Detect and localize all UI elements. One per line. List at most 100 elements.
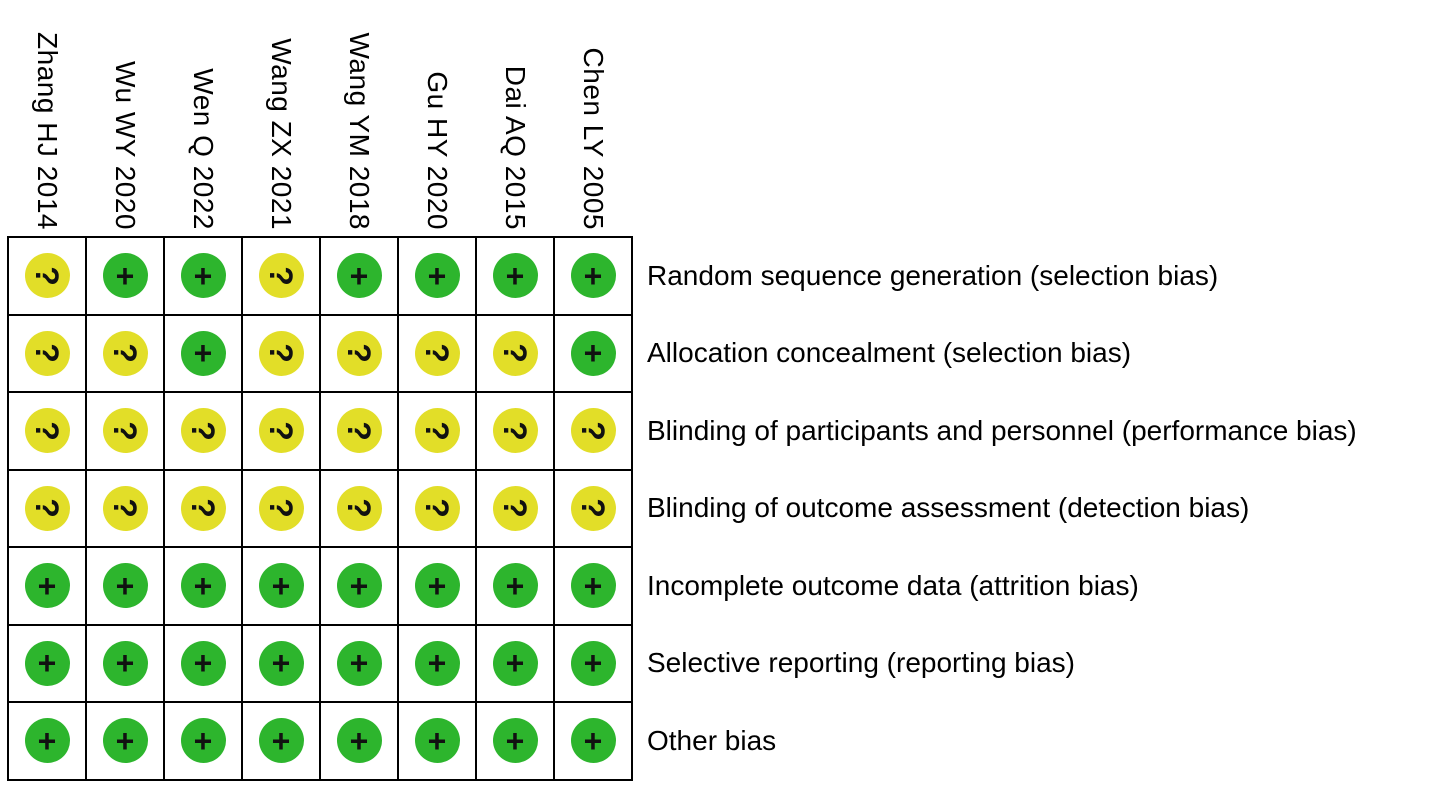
judgement-cell: ? <box>321 393 397 469</box>
judgement-symbol: + <box>349 645 369 682</box>
judgement-cell: ? <box>243 393 319 469</box>
judgement-symbol: + <box>193 567 213 604</box>
unclear-risk-icon: ? <box>336 330 382 376</box>
judgement-cell: ? <box>9 238 85 314</box>
judgement-cell: ? <box>477 393 553 469</box>
judgement-symbol: + <box>505 257 525 294</box>
unclear-risk-icon: ? <box>24 408 70 454</box>
low-risk-icon: + <box>414 253 460 299</box>
study-header: Dai AQ 2015 <box>500 65 531 230</box>
judgement-cell: ? <box>399 315 475 391</box>
judgement-cell: ? <box>9 393 85 469</box>
judgement-cell: ? <box>477 470 553 546</box>
judgement-cell: + <box>9 625 85 701</box>
judgement-symbol: ? <box>184 498 221 519</box>
judgement-cell: ? <box>399 393 475 469</box>
judgement-cell: + <box>555 315 631 391</box>
study-header: Wang ZX 2021 <box>266 38 297 230</box>
judgement-symbol: ? <box>184 420 221 441</box>
unclear-risk-icon: ? <box>180 408 226 454</box>
unclear-risk-icon: ? <box>570 485 616 531</box>
judgement-cell: + <box>243 548 319 624</box>
judgement-cell: + <box>87 625 163 701</box>
judgement-cell: + <box>555 548 631 624</box>
study-header: Chen LY 2005 <box>578 47 609 230</box>
judgement-cell: + <box>165 625 241 701</box>
unclear-risk-icon: ? <box>102 330 148 376</box>
judgement-cell: ? <box>243 315 319 391</box>
low-risk-icon: + <box>24 640 70 686</box>
judgement-cell: + <box>165 548 241 624</box>
unclear-risk-icon: ? <box>258 408 304 454</box>
low-risk-icon: + <box>102 563 148 609</box>
judgement-cell: ? <box>165 470 241 546</box>
judgement-cell: + <box>165 315 241 391</box>
unclear-risk-icon: ? <box>24 330 70 376</box>
unclear-risk-icon: ? <box>24 485 70 531</box>
judgement-cell: + <box>477 625 553 701</box>
judgement-cell: + <box>321 238 397 314</box>
bias-domain-label: Incomplete outcome data (attrition bias) <box>647 569 1139 601</box>
judgement-symbol: + <box>427 257 447 294</box>
judgement-symbol: + <box>427 645 447 682</box>
low-risk-icon: + <box>180 640 226 686</box>
low-risk-icon: + <box>102 640 148 686</box>
low-risk-icon: + <box>258 563 304 609</box>
judgement-cell: + <box>243 625 319 701</box>
unclear-risk-icon: ? <box>336 408 382 454</box>
judgement-symbol: ? <box>262 265 299 286</box>
unclear-risk-icon: ? <box>336 485 382 531</box>
judgement-symbol: ? <box>418 343 455 364</box>
judgement-cell: + <box>165 703 241 779</box>
bias-domain-label: Allocation concealment (selection bias) <box>647 337 1132 369</box>
low-risk-icon: + <box>570 563 616 609</box>
judgement-symbol: ? <box>106 420 143 441</box>
judgement-symbol: ? <box>28 498 65 519</box>
low-risk-icon: + <box>258 718 304 764</box>
judgement-cell: + <box>477 238 553 314</box>
judgement-symbol: + <box>583 335 603 372</box>
judgement-symbol: ? <box>496 498 533 519</box>
judgement-symbol: ? <box>496 420 533 441</box>
judgement-cell: ? <box>555 393 631 469</box>
judgement-cell: ? <box>477 315 553 391</box>
low-risk-icon: + <box>570 718 616 764</box>
unclear-risk-icon: ? <box>492 408 538 454</box>
judgement-symbol: + <box>193 257 213 294</box>
study-header: Zhang HJ 2014 <box>32 32 63 230</box>
judgement-cell: + <box>87 238 163 314</box>
judgement-cell: ? <box>9 315 85 391</box>
judgement-symbol: + <box>115 257 135 294</box>
judgement-symbol: + <box>583 257 603 294</box>
judgement-symbol: + <box>349 257 369 294</box>
judgement-cell: ? <box>9 470 85 546</box>
low-risk-icon: + <box>414 563 460 609</box>
low-risk-icon: + <box>414 640 460 686</box>
low-risk-icon: + <box>180 563 226 609</box>
judgement-cell: + <box>9 548 85 624</box>
unclear-risk-icon: ? <box>414 408 460 454</box>
judgement-cell: ? <box>165 393 241 469</box>
judgement-symbol: ? <box>418 420 455 441</box>
judgement-symbol: + <box>505 722 525 759</box>
judgement-cell: + <box>477 703 553 779</box>
judgement-symbol: + <box>271 567 291 604</box>
low-risk-icon: + <box>570 253 616 299</box>
judgement-cell: ? <box>87 315 163 391</box>
unclear-risk-icon: ? <box>258 485 304 531</box>
judgement-cell: + <box>555 625 631 701</box>
judgement-symbol: + <box>583 645 603 682</box>
judgement-symbol: + <box>37 567 57 604</box>
low-risk-icon: + <box>492 718 538 764</box>
unclear-risk-icon: ? <box>180 485 226 531</box>
judgement-symbol: ? <box>28 343 65 364</box>
low-risk-icon: + <box>336 563 382 609</box>
judgement-cell: ? <box>243 238 319 314</box>
judgement-symbol: ? <box>574 498 611 519</box>
judgement-symbol: + <box>349 722 369 759</box>
bias-domain-label: Random sequence generation (selection bi… <box>647 259 1219 291</box>
judgement-cell: + <box>555 703 631 779</box>
judgement-cell: + <box>87 703 163 779</box>
unclear-risk-icon: ? <box>258 330 304 376</box>
